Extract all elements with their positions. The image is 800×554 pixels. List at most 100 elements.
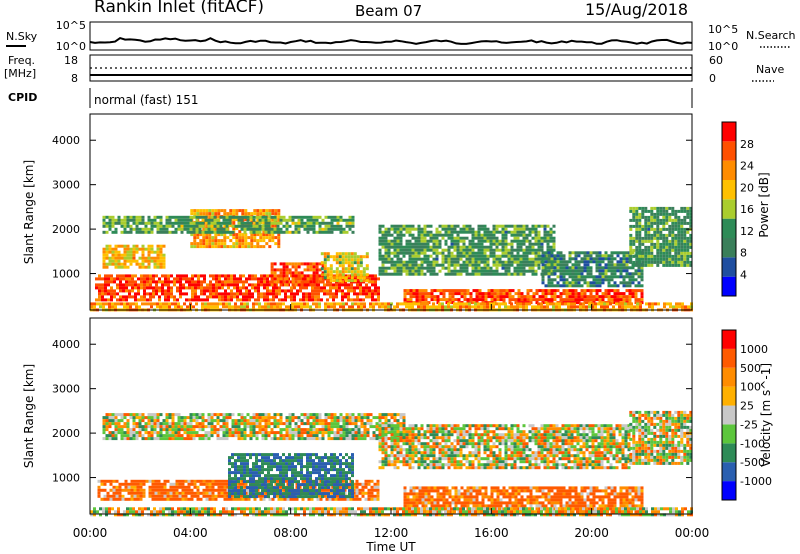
data-cell bbox=[577, 266, 581, 270]
data-cell bbox=[629, 233, 633, 237]
data-cell bbox=[257, 277, 260, 281]
data-cell bbox=[377, 298, 380, 302]
data-cell bbox=[441, 236, 445, 240]
data-cell bbox=[276, 477, 279, 481]
data-cell bbox=[230, 295, 233, 299]
data-cell bbox=[230, 292, 233, 296]
data-cell bbox=[259, 239, 263, 243]
data-cell bbox=[677, 230, 681, 234]
data-cell bbox=[146, 280, 149, 284]
data-cell bbox=[499, 295, 503, 299]
data-cell bbox=[123, 215, 127, 219]
data-cell bbox=[154, 491, 158, 495]
data-cell bbox=[362, 292, 365, 296]
data-cell bbox=[513, 272, 517, 276]
data-cell bbox=[149, 295, 152, 299]
data-cell bbox=[650, 251, 654, 255]
data-cell bbox=[441, 227, 445, 231]
data-cell bbox=[270, 268, 274, 272]
data-cell bbox=[637, 289, 641, 293]
data-cell bbox=[248, 274, 251, 278]
data-cell bbox=[568, 292, 572, 296]
data-cell bbox=[638, 254, 642, 258]
data-cell bbox=[546, 245, 550, 249]
data-cell bbox=[249, 477, 252, 481]
data-cell bbox=[114, 305, 117, 309]
data-cell bbox=[144, 259, 148, 263]
data-cell bbox=[438, 233, 442, 237]
data-cell bbox=[435, 239, 439, 243]
data-cell bbox=[130, 479, 134, 483]
data-cell bbox=[374, 283, 377, 287]
data-cell bbox=[598, 275, 602, 279]
data-cell bbox=[689, 221, 693, 225]
data-cell bbox=[459, 245, 463, 249]
data-cell bbox=[365, 273, 369, 277]
data-cell bbox=[338, 276, 342, 280]
data-cell bbox=[659, 209, 663, 213]
data-cell bbox=[291, 271, 295, 275]
data-cell bbox=[338, 258, 342, 262]
data-cell bbox=[396, 254, 400, 258]
data-cell bbox=[586, 289, 590, 293]
data-cell bbox=[151, 479, 155, 483]
data-cell bbox=[559, 292, 563, 296]
cpid-mode-text: normal (fast) 151 bbox=[94, 93, 198, 107]
data-cell bbox=[315, 305, 318, 309]
data-cell bbox=[346, 497, 350, 501]
data-cell bbox=[689, 254, 693, 258]
data-cell bbox=[632, 242, 636, 246]
data-cell bbox=[262, 245, 266, 249]
data-cell bbox=[640, 298, 644, 302]
data-cell bbox=[288, 486, 291, 490]
data-cell bbox=[680, 206, 684, 210]
data-cell bbox=[638, 245, 642, 249]
data-cell bbox=[126, 259, 130, 263]
data-cell bbox=[613, 263, 617, 267]
data-cell bbox=[271, 239, 275, 243]
data-cell bbox=[373, 488, 377, 492]
data-cell bbox=[381, 263, 385, 267]
data-cell bbox=[522, 269, 526, 273]
data-cell bbox=[242, 295, 245, 299]
data-cell bbox=[474, 269, 478, 273]
data-cell bbox=[126, 250, 130, 254]
data-cell bbox=[213, 218, 217, 222]
data-cell bbox=[462, 251, 466, 255]
data-cell bbox=[465, 269, 469, 273]
data-cell bbox=[415, 289, 419, 293]
data-cell bbox=[490, 289, 494, 293]
data-cell bbox=[659, 221, 663, 225]
data-cell bbox=[129, 230, 133, 234]
data-cell bbox=[228, 483, 231, 487]
data-cell bbox=[266, 295, 269, 299]
data-cell bbox=[138, 215, 142, 219]
data-cell bbox=[231, 453, 234, 457]
data-cell bbox=[119, 286, 122, 290]
data-cell bbox=[176, 289, 179, 293]
data-cell bbox=[435, 233, 439, 237]
data-cell bbox=[420, 239, 424, 243]
data-cell bbox=[348, 221, 352, 225]
data-cell bbox=[462, 260, 466, 264]
data-cell bbox=[353, 252, 357, 256]
data-cell bbox=[610, 298, 614, 302]
data-cell bbox=[141, 218, 145, 222]
data-cell bbox=[592, 275, 596, 279]
data-cell bbox=[317, 295, 320, 299]
data-cell bbox=[104, 283, 107, 287]
data-cell bbox=[306, 230, 310, 234]
data-cell bbox=[277, 236, 281, 240]
data-cell bbox=[417, 242, 421, 246]
data-cell bbox=[350, 267, 354, 271]
data-cell bbox=[124, 479, 128, 483]
data-cell bbox=[270, 483, 273, 487]
data-cell bbox=[629, 227, 633, 231]
data-cell bbox=[267, 486, 270, 490]
data-cell bbox=[344, 283, 347, 287]
data-cell bbox=[628, 281, 632, 285]
data-cell bbox=[223, 494, 227, 498]
data-cell bbox=[264, 218, 268, 222]
data-cell bbox=[411, 242, 415, 246]
data-cell bbox=[466, 298, 470, 302]
